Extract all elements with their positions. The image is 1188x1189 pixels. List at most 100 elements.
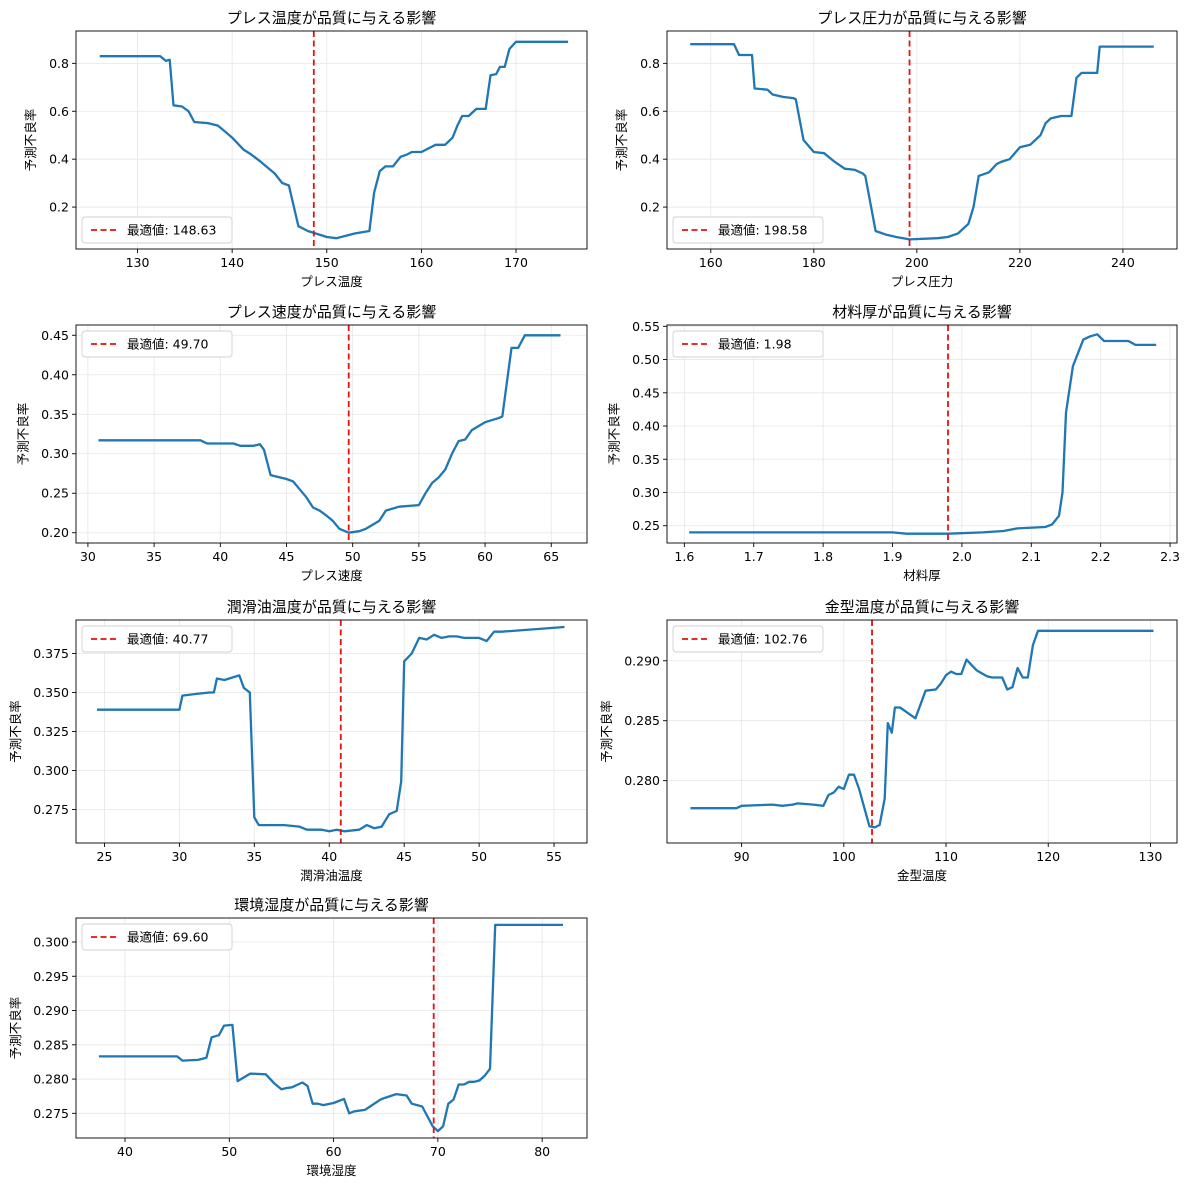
subplot-title: 環境湿度が品質に与える影響 bbox=[234, 896, 429, 914]
x-tick-label: 1.7 bbox=[744, 549, 764, 564]
x-tick-label: 35 bbox=[246, 849, 262, 864]
y-axis-label: 予測不良率 bbox=[607, 403, 622, 466]
x-tick-label: 1.9 bbox=[883, 549, 903, 564]
y-tick-label: 0.25 bbox=[632, 518, 660, 533]
x-tick-label: 65 bbox=[543, 549, 559, 564]
y-tick-label: 0.275 bbox=[33, 802, 69, 817]
plot-frame bbox=[666, 324, 1178, 544]
y-tick-label: 0.300 bbox=[33, 934, 69, 949]
x-tick-label: 120 bbox=[1036, 849, 1060, 864]
legend-frame bbox=[672, 625, 824, 653]
legend-label: 最適値: 69.60 bbox=[127, 930, 209, 945]
subplot-1: 130 140 150 160 170 0.2 0.4 0.6 0.8 プレス温度が品質に与える影… bbox=[23, 9, 588, 289]
x-tick-label: 160 bbox=[699, 255, 723, 270]
x-tick-label: 50 bbox=[471, 849, 487, 864]
x-tick-label: 45 bbox=[279, 549, 295, 564]
x-tick-label: 50 bbox=[345, 549, 361, 564]
subplot-3: 30 35 40 45 50 55 60 65 0.20 0.25 0.30 0.35 0.40 0.45… bbox=[16, 303, 588, 583]
y-tick-label: 0.40 bbox=[41, 367, 69, 382]
y-tick-label: 0.275 bbox=[33, 1106, 69, 1121]
x-tick-label: 60 bbox=[477, 549, 493, 564]
y-tick-label: 0.40 bbox=[632, 419, 660, 434]
y-tick-label: 0.375 bbox=[33, 646, 69, 661]
y-tick-label: 0.295 bbox=[33, 969, 69, 984]
data-line bbox=[97, 625, 565, 833]
plot-frame bbox=[666, 619, 1178, 844]
x-tick-label: 90 bbox=[734, 849, 750, 864]
y-axis-label: 予測不良率 bbox=[8, 997, 23, 1060]
y-axis-label: 予測不良率 bbox=[23, 109, 38, 172]
data-line bbox=[98, 334, 561, 534]
y-axis-label: 予測不良率 bbox=[614, 109, 629, 172]
legend-frame bbox=[81, 923, 233, 951]
y-axis-label: 予測不良率 bbox=[16, 403, 31, 466]
y-tick-label: 0.50 bbox=[632, 352, 660, 367]
x-tick-label: 1.6 bbox=[674, 549, 694, 564]
y-tick-label: 0.2 bbox=[49, 200, 69, 215]
y-tick-label: 0.45 bbox=[632, 385, 660, 400]
y-tick-label: 0.290 bbox=[33, 1003, 69, 1018]
x-tick-label: 200 bbox=[905, 255, 929, 270]
y-tick-label: 0.290 bbox=[624, 653, 660, 668]
legend-frame bbox=[81, 216, 233, 244]
y-tick-label: 0.285 bbox=[624, 713, 660, 728]
x-tick-label: 55 bbox=[546, 849, 562, 864]
subplot-2: 160 180 200 220 240 0.2 0.4 0.6 0.8 プレス圧力が品質に与える影… bbox=[614, 9, 1178, 289]
subplot-title: 金型温度が品質に与える影響 bbox=[825, 598, 1020, 616]
y-tick-label: 0.4 bbox=[49, 152, 69, 167]
subplot-title: プレス速度が品質に与える影響 bbox=[227, 303, 437, 321]
legend-label: 最適値: 148.63 bbox=[127, 223, 216, 238]
x-tick-label: 40 bbox=[117, 1144, 133, 1159]
x-tick-label: 2.1 bbox=[1021, 549, 1041, 564]
y-tick-label: 0.325 bbox=[33, 724, 69, 739]
y-tick-label: 0.4 bbox=[640, 152, 660, 167]
data-line bbox=[98, 923, 563, 1133]
y-tick-label: 0.6 bbox=[49, 104, 69, 119]
data-line bbox=[99, 40, 569, 240]
legend-label: 最適値: 102.76 bbox=[718, 632, 807, 647]
x-tick-label: 50 bbox=[221, 1144, 237, 1159]
legend: 最適値: 198.58 bbox=[672, 216, 824, 244]
x-tick-label: 2.3 bbox=[1160, 549, 1180, 564]
y-tick-label: 0.20 bbox=[41, 525, 69, 540]
data-line bbox=[689, 333, 1157, 535]
subplot-5: 25 30 35 40 45 50 55 0.275 0.300 0.325 0.350 0.375 潤… bbox=[8, 598, 588, 883]
legend-label: 最適値: 1.98 bbox=[718, 337, 792, 352]
x-axis-label: 材料厚 bbox=[903, 568, 941, 583]
x-tick-label: 40 bbox=[321, 849, 337, 864]
x-tick-label: 55 bbox=[411, 549, 427, 564]
legend: 最適値: 1.98 bbox=[672, 330, 824, 358]
x-tick-label: 100 bbox=[832, 849, 856, 864]
legend: 最適値: 69.60 bbox=[81, 923, 233, 951]
y-tick-label: 0.30 bbox=[41, 446, 69, 461]
legend: 最適値: 49.70 bbox=[81, 330, 233, 358]
y-tick-label: 0.35 bbox=[632, 452, 660, 467]
plot-frame bbox=[75, 324, 588, 544]
x-tick-label: 150 bbox=[315, 255, 339, 270]
x-tick-label: 160 bbox=[409, 255, 433, 270]
x-axis-label: プレス圧力 bbox=[891, 274, 954, 289]
x-tick-label: 45 bbox=[396, 849, 412, 864]
y-axis-label: 予測不良率 bbox=[8, 700, 23, 763]
y-tick-label: 0.285 bbox=[33, 1037, 69, 1052]
x-tick-label: 130 bbox=[126, 255, 150, 270]
subplot-6: 90 100 110 120 130 0.280 0.285 0.290 金型温度が品質に与える… bbox=[599, 598, 1178, 883]
x-tick-label: 70 bbox=[430, 1144, 446, 1159]
x-axis-label: 金型温度 bbox=[897, 868, 948, 883]
x-tick-label: 35 bbox=[146, 549, 162, 564]
legend-frame bbox=[672, 216, 824, 244]
x-tick-label: 25 bbox=[97, 849, 113, 864]
x-tick-label: 1.8 bbox=[813, 549, 833, 564]
subplot-title: プレス温度が品質に与える影響 bbox=[227, 9, 437, 27]
x-axis-label: 潤滑油温度 bbox=[300, 868, 363, 883]
x-tick-label: 180 bbox=[802, 255, 826, 270]
subplot-title: 潤滑油温度が品質に与える影響 bbox=[227, 598, 437, 616]
legend-frame bbox=[81, 330, 233, 358]
y-tick-label: 0.280 bbox=[33, 1072, 69, 1087]
x-axis-label: プレス速度 bbox=[300, 568, 363, 583]
data-line bbox=[690, 629, 1154, 829]
x-tick-label: 110 bbox=[934, 849, 958, 864]
y-tick-label: 0.8 bbox=[49, 56, 69, 71]
legend-frame bbox=[672, 330, 824, 358]
